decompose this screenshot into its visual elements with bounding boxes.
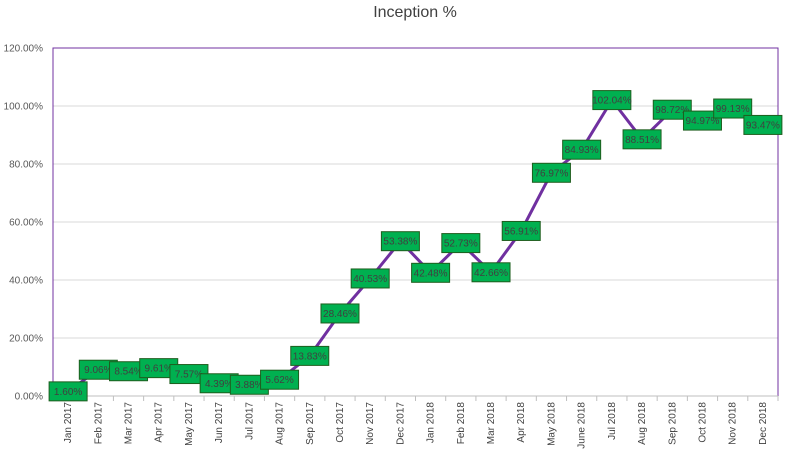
y-tick-label: 40.00% [9, 276, 43, 287]
data-label: 1.60% [48, 381, 88, 402]
x-tick-label: Feb 2017 [93, 402, 104, 445]
data-label-box [441, 233, 481, 254]
y-tick-label: 60.00% [9, 218, 43, 229]
data-label-text: 42.66% [474, 268, 508, 279]
x-tick-label: June 2018 [577, 402, 588, 449]
x-tick-label: Dec 2018 [758, 402, 769, 445]
data-label-text: 98.72% [655, 105, 689, 116]
chart-title: Inception % [373, 4, 457, 21]
data-label-box [713, 98, 753, 119]
x-tick-label: Oct 2018 [697, 402, 708, 443]
data-label-text: 84.93% [565, 145, 599, 156]
data-label-text: 99.13% [716, 104, 750, 115]
x-tick-label: Sep 2017 [305, 402, 316, 445]
data-label-text: 3.88% [235, 380, 263, 391]
data-label: 88.51% [622, 129, 662, 150]
data-label-box [743, 114, 783, 135]
x-tick-label: May 2017 [184, 402, 195, 446]
y-tick-label: 100.00% [4, 102, 44, 113]
y-tick-label: 80.00% [9, 160, 43, 171]
data-label-text: 40.53% [353, 274, 387, 285]
data-label: 93.47% [743, 114, 783, 135]
x-tick-label: Jan 2018 [426, 402, 437, 444]
x-tick-label: Nov 2018 [728, 402, 739, 445]
x-tick-label: May 2018 [546, 402, 557, 446]
x-tick-label: Mar 2017 [124, 402, 135, 445]
x-tick-label: Nov 2017 [365, 402, 376, 445]
x-tick-label: Sep 2018 [667, 402, 678, 445]
data-label-text: 88.51% [625, 135, 659, 146]
x-tick-label: Aug 2018 [637, 402, 648, 445]
data-label-text: 52.73% [444, 239, 478, 250]
data-label-text: 28.46% [323, 309, 357, 320]
data-label-box [471, 262, 511, 283]
data-label: 40.53% [350, 268, 390, 289]
data-label: 5.62% [260, 369, 300, 390]
y-tick-label: 120.00% [4, 44, 44, 55]
data-label: 102.04% [592, 90, 632, 111]
x-tick-label: Apr 2017 [154, 402, 165, 443]
x-tick-label: Jan 2017 [63, 402, 74, 444]
data-label-box [682, 110, 722, 131]
data-label-box [562, 139, 602, 160]
data-label-text: 4.39% [205, 379, 233, 390]
x-tick-label: Jul 2017 [244, 402, 255, 440]
data-label-text: 13.83% [293, 351, 327, 362]
data-label: 13.83% [290, 345, 330, 366]
data-label-box [260, 369, 300, 390]
y-tick-label: 0.00% [15, 392, 43, 403]
data-label: 99.13% [713, 98, 753, 119]
x-tick-label: Jul 2018 [607, 402, 618, 440]
data-label: 52.73% [441, 233, 481, 254]
data-label-box [622, 129, 662, 150]
data-label-box [652, 99, 692, 120]
data-label-box [320, 303, 360, 324]
data-label: 84.93% [562, 139, 602, 160]
data-label: 8.54% [109, 361, 149, 382]
x-tick-label: Feb 2018 [456, 402, 467, 445]
data-label-text: 8.54% [114, 367, 142, 378]
data-label-box [531, 162, 571, 183]
data-label-text: 1.60% [54, 387, 82, 398]
data-label-text: 9.06% [84, 365, 112, 376]
data-label-box [380, 231, 420, 252]
data-label-box [592, 90, 632, 111]
data-label: 42.48% [411, 262, 451, 283]
x-tick-label: Jun 2017 [214, 402, 225, 444]
data-label-text: 5.62% [265, 375, 293, 386]
data-label-text: 56.91% [504, 226, 538, 237]
data-label: 98.72% [652, 99, 692, 120]
data-label: 76.97% [531, 162, 571, 183]
y-tick-label: 20.00% [9, 334, 43, 345]
data-label: 94.97% [682, 110, 722, 131]
data-label-box [48, 381, 88, 402]
data-label: 28.46% [320, 303, 360, 324]
data-label-text: 42.48% [414, 268, 448, 279]
x-tick-label: Apr 2018 [516, 402, 527, 443]
data-label: 53.38% [380, 231, 420, 252]
data-label-text: 76.97% [534, 168, 568, 179]
data-label-text: 93.47% [746, 120, 780, 131]
x-tick-label: Aug 2017 [275, 402, 286, 445]
x-tick-label: Mar 2018 [486, 402, 497, 445]
data-label-text: 94.97% [686, 116, 720, 127]
data-label-text: 102.04% [592, 96, 632, 107]
data-label: 42.66% [471, 262, 511, 283]
data-label-text: 9.61% [145, 364, 173, 375]
data-label-box [411, 262, 451, 283]
data-label-text: 53.38% [383, 237, 417, 248]
data-label-box [290, 345, 330, 366]
data-label: 56.91% [501, 220, 541, 241]
x-tick-label: Oct 2017 [335, 402, 346, 443]
x-tick-label: Dec 2017 [395, 402, 406, 445]
data-label-box [350, 268, 390, 289]
data-label-box [501, 220, 541, 241]
data-label-text: 7.57% [175, 370, 203, 381]
